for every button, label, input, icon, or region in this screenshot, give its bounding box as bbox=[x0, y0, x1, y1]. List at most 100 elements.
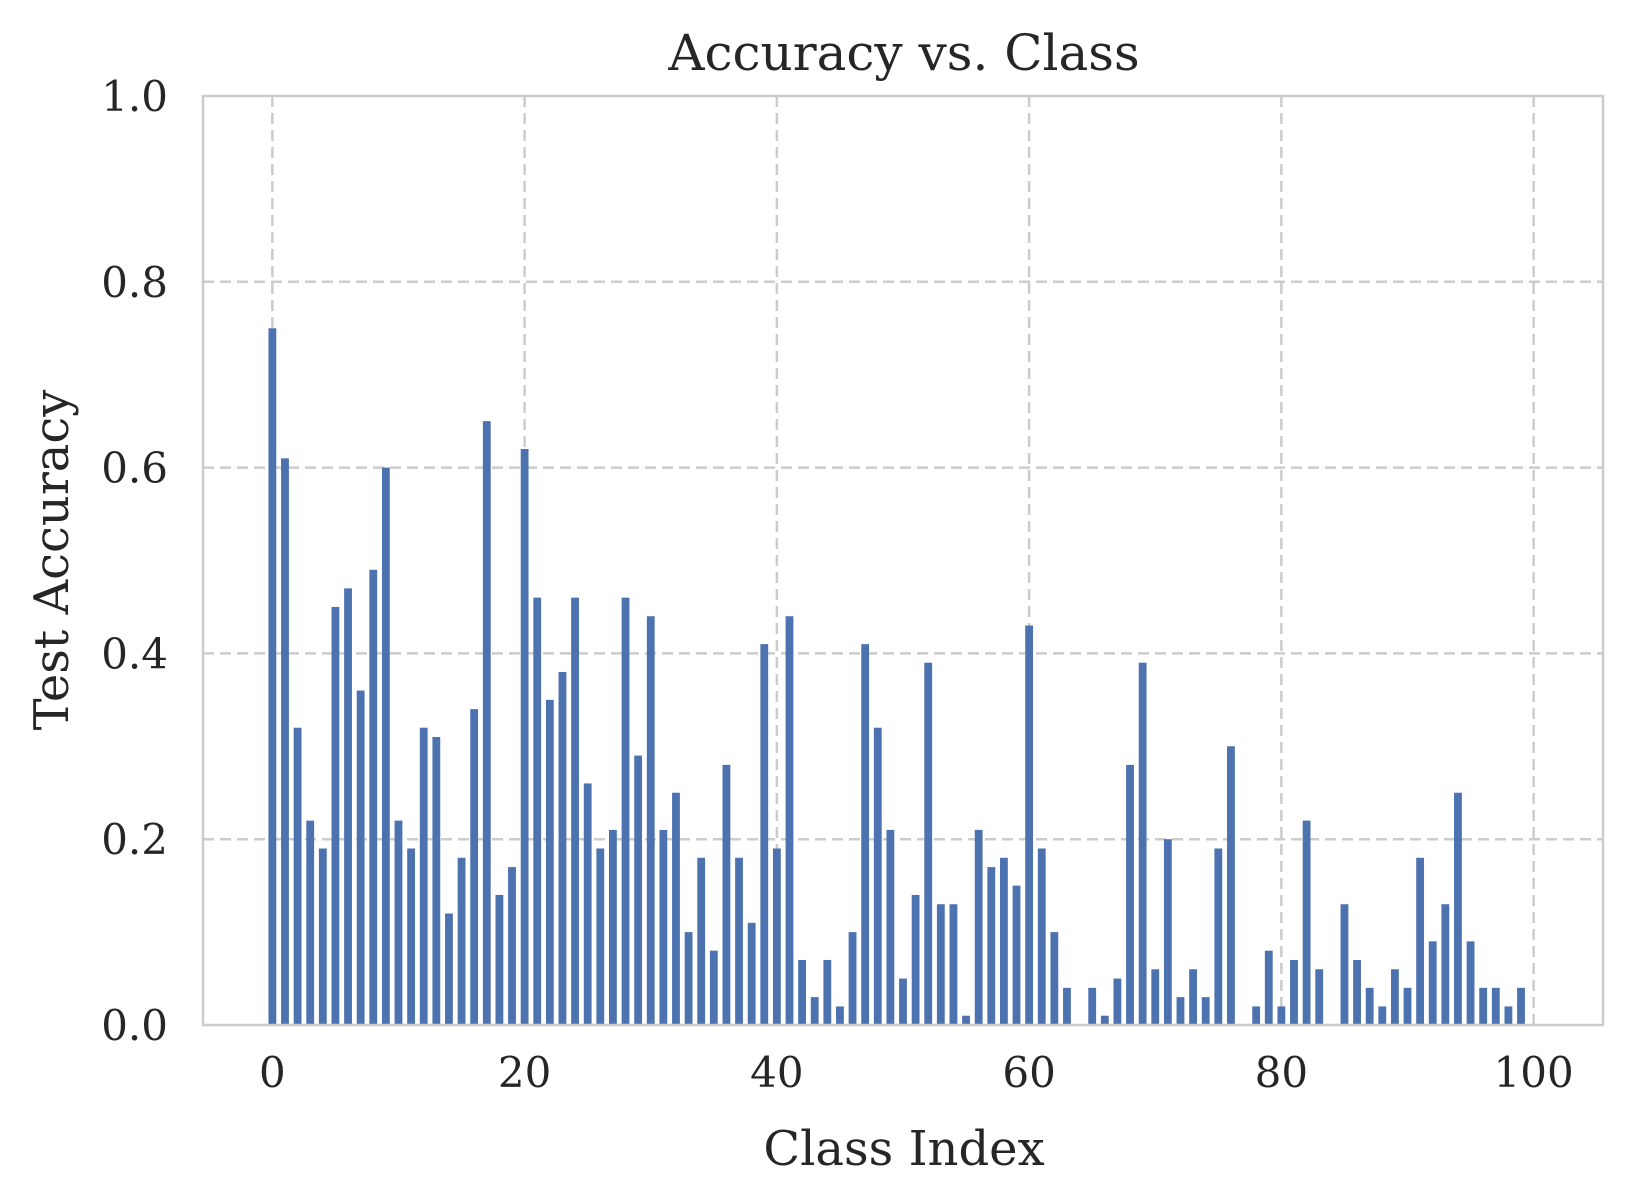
bar bbox=[709, 950, 718, 1025]
plot-frame bbox=[201, 94, 1605, 1027]
bar bbox=[697, 857, 706, 1025]
bar bbox=[1340, 904, 1349, 1025]
bar bbox=[873, 727, 882, 1025]
bar bbox=[1214, 848, 1223, 1025]
bar bbox=[1252, 1006, 1261, 1025]
bar bbox=[836, 1006, 844, 1025]
bar bbox=[1088, 987, 1097, 1025]
bar bbox=[482, 421, 491, 1025]
bar bbox=[772, 848, 781, 1025]
bar bbox=[1416, 857, 1425, 1025]
bar bbox=[1037, 848, 1046, 1025]
bar bbox=[684, 932, 693, 1025]
bar bbox=[785, 616, 794, 1025]
bar bbox=[1365, 987, 1374, 1025]
bar bbox=[974, 829, 983, 1025]
bar bbox=[1025, 625, 1034, 1025]
bar bbox=[331, 606, 340, 1025]
bar bbox=[381, 467, 390, 1026]
bar bbox=[1441, 904, 1450, 1025]
bar bbox=[1504, 1006, 1513, 1025]
bar bbox=[318, 848, 327, 1025]
bar bbox=[760, 644, 769, 1025]
bar bbox=[369, 569, 378, 1025]
bar bbox=[861, 644, 870, 1025]
bar bbox=[962, 1015, 970, 1025]
bar bbox=[432, 737, 441, 1025]
bar bbox=[798, 959, 807, 1025]
bar bbox=[999, 857, 1008, 1025]
x-tick-label: 80 bbox=[1255, 1048, 1308, 1097]
bar bbox=[924, 662, 933, 1025]
y-axis-label: Test Accuracy bbox=[24, 390, 80, 731]
bar bbox=[596, 848, 605, 1025]
bar bbox=[722, 764, 731, 1025]
bar bbox=[1403, 987, 1412, 1025]
bar bbox=[356, 690, 365, 1025]
bar bbox=[419, 727, 428, 1025]
bar bbox=[1151, 969, 1160, 1025]
bar bbox=[470, 709, 479, 1025]
y-tick-label: 0.0 bbox=[101, 1001, 168, 1050]
bar bbox=[445, 913, 453, 1025]
x-tick-label: 40 bbox=[750, 1048, 803, 1097]
bar bbox=[1176, 997, 1185, 1025]
bar bbox=[911, 894, 920, 1025]
bar bbox=[344, 588, 352, 1025]
x-tick-label: 20 bbox=[498, 1048, 551, 1097]
bar bbox=[1302, 820, 1311, 1025]
bar bbox=[1012, 885, 1021, 1025]
bar bbox=[495, 894, 504, 1025]
bar bbox=[735, 857, 743, 1025]
bar bbox=[293, 727, 302, 1025]
bar bbox=[1227, 746, 1235, 1025]
bar bbox=[1378, 1006, 1387, 1025]
bar bbox=[1353, 959, 1361, 1025]
bar bbox=[268, 328, 277, 1025]
bar bbox=[520, 449, 529, 1025]
bars bbox=[268, 328, 1525, 1026]
bar bbox=[407, 848, 416, 1025]
y-tick-label: 0.8 bbox=[101, 258, 168, 307]
bar bbox=[886, 829, 895, 1025]
bar bbox=[899, 978, 907, 1025]
bar bbox=[1454, 792, 1462, 1025]
bar bbox=[1163, 839, 1172, 1025]
bar bbox=[1466, 941, 1475, 1025]
bar bbox=[1479, 987, 1488, 1025]
bar bbox=[659, 829, 668, 1025]
bar bbox=[672, 792, 680, 1025]
bar bbox=[583, 783, 592, 1025]
y-tick-label: 0.4 bbox=[101, 629, 168, 678]
bar bbox=[1290, 959, 1298, 1025]
y-tick-label: 1.0 bbox=[101, 72, 168, 121]
chart-title: Accuracy vs. Class bbox=[667, 24, 1139, 82]
bar bbox=[394, 820, 403, 1025]
bar bbox=[1063, 987, 1071, 1025]
bar bbox=[848, 932, 857, 1025]
bar bbox=[1491, 987, 1500, 1025]
bar bbox=[823, 959, 832, 1025]
bar bbox=[1390, 969, 1399, 1025]
y-tick-label: 0.2 bbox=[101, 815, 168, 864]
x-tick-label: 60 bbox=[1002, 1048, 1055, 1097]
bar bbox=[1126, 764, 1134, 1025]
y-tick-labels: 0.0 0.2 0.4 0.6 0.8 1.0 bbox=[101, 72, 168, 1050]
y-tick-label: 0.6 bbox=[101, 444, 168, 493]
bar bbox=[810, 997, 819, 1025]
bar bbox=[621, 597, 630, 1025]
bar bbox=[1277, 1006, 1286, 1025]
x-axis-label: Class Index bbox=[763, 1121, 1044, 1177]
bar bbox=[1201, 997, 1210, 1025]
bar bbox=[949, 904, 958, 1025]
bar bbox=[1517, 987, 1525, 1025]
bar bbox=[1138, 662, 1147, 1025]
bar bbox=[533, 597, 542, 1025]
x-tick-labels: 0 20 40 60 80 100 bbox=[259, 1048, 1574, 1097]
bar bbox=[1050, 932, 1059, 1025]
bar bbox=[1264, 950, 1273, 1025]
bar bbox=[457, 857, 466, 1025]
bar bbox=[747, 922, 756, 1025]
bar bbox=[1100, 1015, 1109, 1025]
